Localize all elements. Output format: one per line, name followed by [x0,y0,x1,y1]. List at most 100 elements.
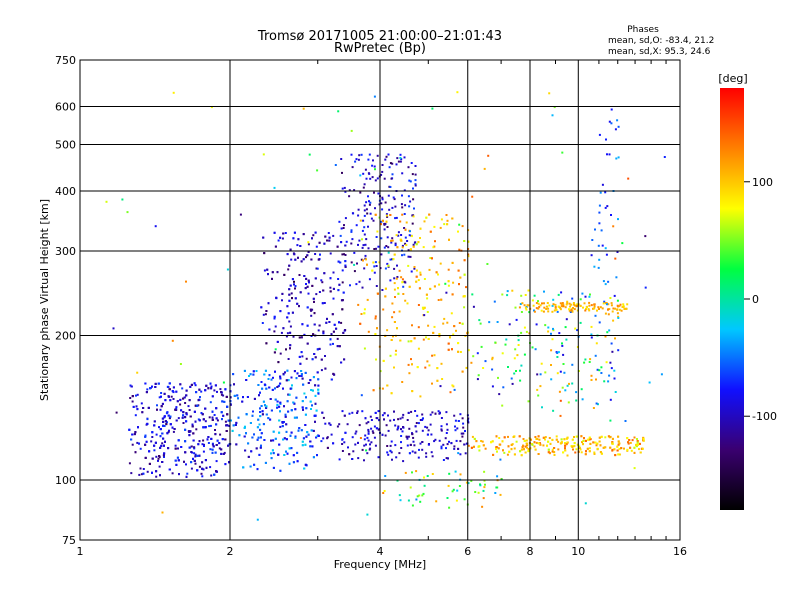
scatter-point [322,289,325,292]
scatter-point [198,440,201,443]
scatter-point [281,425,284,428]
scatter-point [150,440,153,443]
scatter-point [532,304,535,307]
scatter-point [459,473,462,476]
scatter-point [412,187,414,190]
scatter-point [288,288,291,291]
scatter-point [597,306,600,309]
scatter-point [315,245,318,248]
scatter-point [353,189,356,192]
scatter-point [260,306,263,309]
scatter-point [290,376,293,379]
scatter-point [386,445,389,447]
scatter-point [135,405,138,408]
scatter-point [276,403,279,406]
scatter-point [352,450,355,453]
scatter-point [451,217,454,220]
scatter-point [467,444,470,447]
scatter-point [306,324,309,327]
scatter-point [456,427,459,430]
scatter-point [421,413,424,416]
scatter-point [260,381,263,383]
scatter-point [243,369,246,372]
scatter-point [600,372,603,374]
scatter-point [459,453,462,456]
scatter-point [211,410,214,413]
scatter-point [168,468,171,471]
scatter-point [617,443,620,446]
scatter-point [380,173,383,176]
scatter-point [365,258,367,261]
scatter-point [480,345,483,348]
scatter-point [215,417,218,420]
scatter-point [388,208,391,211]
scatter-point [413,266,416,268]
scatter-point [286,332,289,335]
scatter-point [260,444,262,447]
scatter-point [271,271,274,274]
scatter-point [131,433,134,436]
scatter-point [393,253,396,256]
scatter-point [425,293,428,296]
scatter-point [608,153,611,156]
scatter-point [411,504,414,507]
scatter-point [577,370,580,372]
scatter-point [534,436,537,438]
scatter-point [400,239,403,242]
scatter-point [207,436,210,438]
scatter-point [307,382,310,384]
scatter-point [419,442,422,445]
scatter-point [496,450,498,453]
scatter-point [310,258,313,261]
scatter-point [610,214,612,216]
scatter-point [607,435,610,438]
scatter-point [402,285,405,288]
scatter-point [231,429,234,432]
scatter-point [443,223,446,226]
scatter-point [460,432,463,435]
scatter-point [621,306,624,308]
scatter-point [336,337,339,340]
scatter-point [554,307,557,310]
scatter-point [389,186,392,188]
scatter-point [225,424,228,427]
scatter-point [370,419,373,421]
scatter-point [571,382,574,385]
scatter-point [477,374,480,377]
scatter-point [305,256,307,259]
scatter-point [426,297,429,300]
scatter-point [437,410,440,413]
scatter-point [447,284,450,287]
scatter-point [607,308,609,311]
scatter-point [205,384,208,387]
scatter-point [291,311,294,314]
scatter-point [463,259,466,262]
scatter-point [381,164,384,166]
scatter-point [397,160,400,163]
scatter-point [168,388,171,391]
scatter-point [642,439,645,442]
scatter-point [273,317,276,320]
scatter-point [616,251,619,253]
scatter-point [394,205,397,208]
scatter-point [401,416,404,419]
scatter-point [304,443,307,446]
scatter-point [542,310,545,313]
scatter-point [378,419,381,422]
scatter-point [395,163,398,166]
scatter-point [360,258,363,261]
scatter-point [264,313,267,316]
scatter-point [459,440,462,443]
scatter-point [105,200,108,203]
scatter-point [363,308,366,311]
scatter-point [224,420,227,423]
scatter-point [614,454,617,457]
scatter-point [609,398,612,401]
scatter-point [616,445,619,448]
scatter-point [238,434,241,437]
scatter-point [560,291,563,294]
scatter-point [377,456,380,459]
scatter-point [398,269,401,272]
scatter-point [610,122,613,125]
scatter-point [259,411,262,413]
